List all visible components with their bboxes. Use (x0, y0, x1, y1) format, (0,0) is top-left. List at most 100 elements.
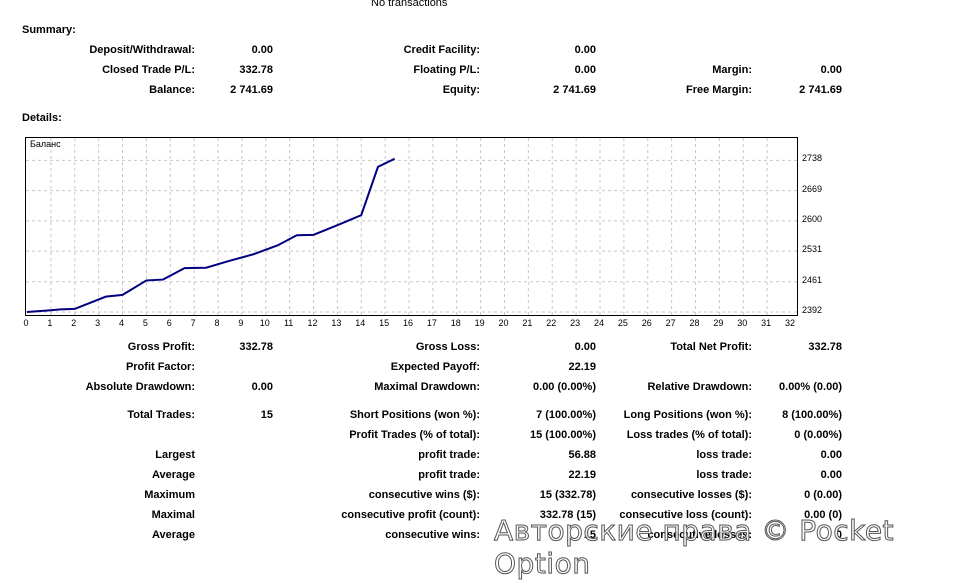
x-tick-label: 31 (761, 318, 772, 328)
short-positions-label: Short Positions (won %): (349, 409, 480, 421)
deposit-withdrawal-label: Deposit/Withdrawal: (89, 44, 195, 56)
y-tick-label: 2738 (802, 153, 823, 164)
maximal-consec-loss-label: consecutive loss (count): (619, 509, 752, 521)
x-tick-label: 21 (522, 318, 533, 328)
average-consec-label: Average (151, 529, 195, 541)
x-tick-label: 7 (190, 318, 196, 328)
gross-profit-value: 332.78 (239, 341, 273, 353)
loss-trades-value: 0 (0.00%) (794, 429, 842, 441)
summary-heading: Summary: (22, 24, 76, 36)
avg-consec-losses-value: 0 (835, 529, 842, 541)
expected-payoff-value: 22.19 (568, 361, 596, 373)
margin-label: Margin: (712, 64, 752, 76)
free-margin-label: Free Margin: (685, 84, 752, 96)
maximum-label: Maximum (144, 489, 195, 501)
x-tick-label: 17 (426, 318, 437, 328)
x-tick-label: 3 (95, 318, 101, 328)
free-margin-value: 2 741.69 (799, 84, 842, 96)
average-label: Average (151, 469, 195, 481)
legend-balance: Баланс (30, 139, 61, 149)
x-tick-label: 1 (47, 318, 53, 328)
balance-label: Balance: (149, 84, 195, 96)
gross-loss-label: Gross Loss: (415, 341, 480, 353)
x-tick-label: 19 (474, 318, 485, 328)
avg-consec-losses-label: consecutive losses: (647, 529, 752, 541)
max-consec-wins-label: consecutive wins ($): (368, 489, 480, 501)
floating-pl-value: 0.00 (574, 64, 596, 76)
x-tick-label: 2 (71, 318, 77, 328)
equity-label: Equity: (442, 84, 480, 96)
x-tick-label: 9 (238, 318, 244, 328)
maximal-drawdown-label: Maximal Drawdown: (374, 381, 480, 393)
average-profit-label: profit trade: (418, 469, 480, 481)
x-tick-label: 26 (641, 318, 652, 328)
profit-trades-label: Profit Trades (% of total): (349, 429, 480, 441)
max-consec-losses-value: 0 (0.00) (804, 489, 842, 501)
x-tick-label: 13 (331, 318, 342, 328)
x-tick-label: 18 (450, 318, 461, 328)
x-tick-label: 32 (784, 318, 795, 328)
margin-value: 0.00 (820, 64, 842, 76)
x-tick-label: 14 (355, 318, 366, 328)
loss-trades-label: Loss trades (% of total): (626, 429, 752, 441)
credit-facility-label: Credit Facility: (403, 44, 480, 56)
equity-value: 2 741.69 (553, 84, 596, 96)
avg-consec-wins-value: 15 (583, 529, 596, 541)
x-tick-label: 22 (546, 318, 557, 328)
x-tick-label: 29 (713, 318, 724, 328)
y-tick-label: 2669 (802, 183, 823, 194)
x-tick-label: 15 (379, 318, 390, 328)
total-trades-label: Total Trades: (127, 409, 195, 421)
closed-trade-pl-label: Closed Trade P/L: (102, 64, 195, 76)
balance-value: 2 741.69 (230, 84, 273, 96)
y-tick-label: 2461 (802, 274, 823, 285)
relative-drawdown-label: Relative Drawdown: (647, 381, 752, 393)
balance-chart: Баланс (25, 137, 798, 316)
x-tick-label: 10 (259, 318, 270, 328)
x-tick-label: 0 (23, 318, 29, 328)
no-transactions-text: No transactions (371, 0, 448, 9)
floating-pl-label: Floating P/L: (413, 64, 480, 76)
short-positions-value: 7 (100.00%) (536, 409, 596, 421)
maximal-consec-loss-value: 0.00 (0) (804, 509, 842, 521)
x-tick-label: 11 (283, 318, 294, 328)
largest-label: Largest (155, 449, 195, 461)
x-tick-label: 4 (118, 318, 124, 328)
x-tick-label: 28 (689, 318, 700, 328)
avg-consec-wins-label: consecutive wins: (385, 529, 480, 541)
deposit-withdrawal-value: 0.00 (251, 44, 273, 56)
average-loss-label: loss trade: (696, 469, 752, 481)
x-tick-label: 27 (665, 318, 676, 328)
maximal-consec-profit-value: 332.78 (15) (539, 509, 596, 521)
absolute-drawdown-value: 0.00 (251, 381, 273, 393)
profit-factor-label: Profit Factor: (125, 361, 195, 373)
maximal-label: Maximal (151, 509, 195, 521)
total-net-profit-label: Total Net Profit: (670, 341, 752, 353)
y-tick-label: 2600 (802, 213, 823, 224)
profit-trades-value: 15 (100.00%) (529, 429, 596, 441)
x-tick-label: 5 (142, 318, 148, 328)
x-tick-label: 30 (737, 318, 748, 328)
x-tick-label: 8 (214, 318, 220, 328)
copyright-watermark: Авторские права © Pocket Option (494, 514, 895, 580)
maximal-consec-profit-label: consecutive profit (count): (341, 509, 480, 521)
x-tick-label: 12 (307, 318, 318, 328)
x-tick-label: 20 (498, 318, 509, 328)
max-consec-wins-value: 15 (332.78) (539, 489, 596, 501)
x-tick-label: 23 (570, 318, 581, 328)
largest-profit-label: profit trade: (418, 449, 480, 461)
x-tick-label: 16 (402, 318, 413, 328)
total-trades-value: 15 (260, 409, 273, 421)
expected-payoff-label: Expected Payoff: (390, 361, 480, 373)
gross-loss-value: 0.00 (574, 341, 596, 353)
long-positions-label: Long Positions (won %): (623, 409, 752, 421)
relative-drawdown-value: 0.00% (0.00) (779, 381, 842, 393)
x-tick-label: 24 (593, 318, 604, 328)
closed-trade-pl-value: 332.78 (239, 64, 273, 76)
credit-facility-value: 0.00 (574, 44, 596, 56)
largest-profit-value: 56.88 (568, 449, 596, 461)
largest-loss-label: loss trade: (696, 449, 752, 461)
total-net-profit-value: 332.78 (808, 341, 842, 353)
long-positions-value: 8 (100.00%) (782, 409, 842, 421)
gross-profit-label: Gross Profit: (127, 341, 195, 353)
